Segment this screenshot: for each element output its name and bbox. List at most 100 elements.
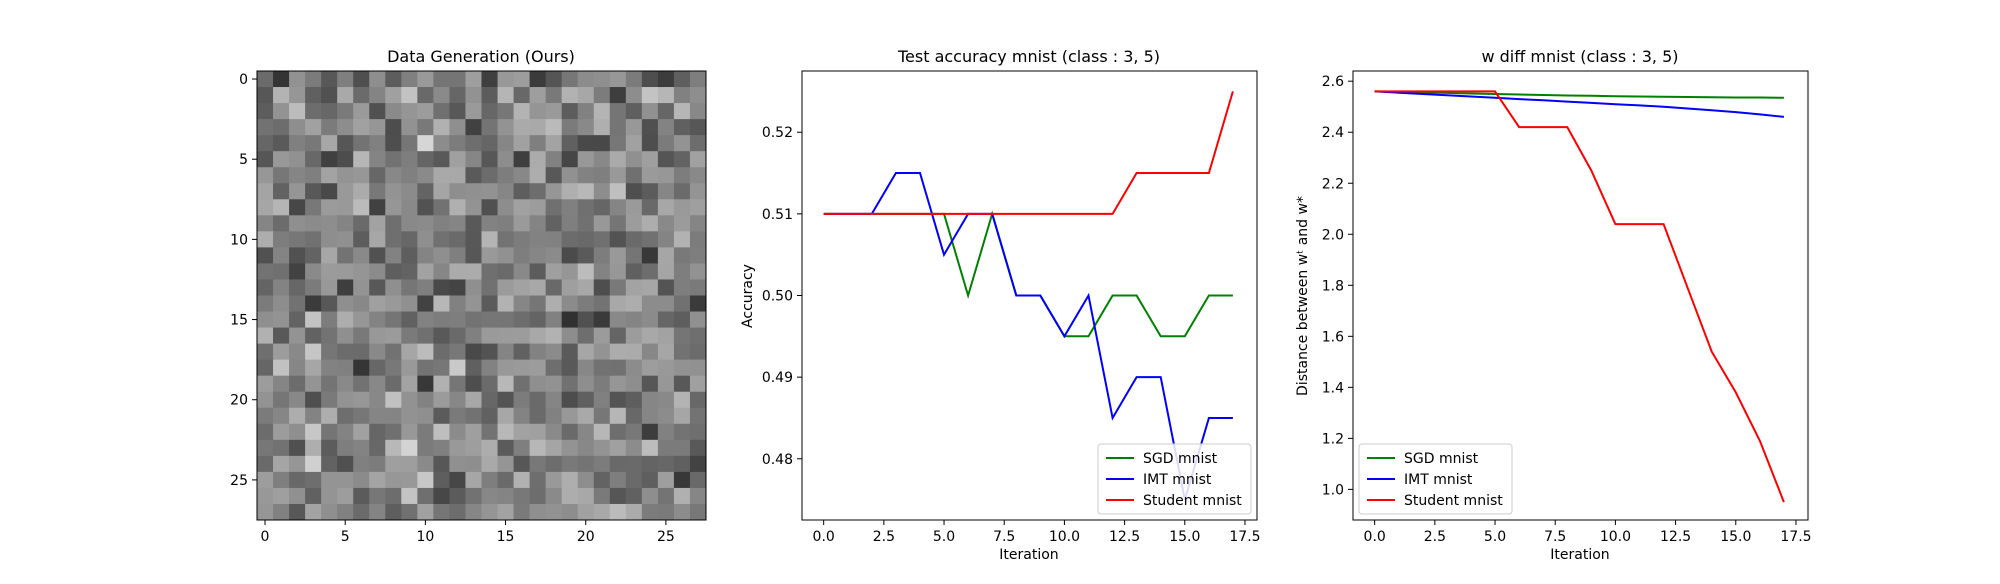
heatmap-cell xyxy=(369,439,386,457)
heatmap-cell xyxy=(353,423,370,441)
x-tick-label: 0 xyxy=(261,529,270,545)
heatmap-cell xyxy=(385,375,402,393)
heatmap-cell xyxy=(593,71,611,88)
heatmap-cell xyxy=(481,119,499,136)
heatmap-cell xyxy=(465,167,482,184)
x-tick-label: 0.0 xyxy=(1364,529,1386,545)
heatmap-cell xyxy=(641,199,659,216)
heatmap-cell xyxy=(561,439,579,457)
heatmap-cell xyxy=(481,439,499,457)
heatmap-cell xyxy=(273,503,290,521)
heatmap-cell xyxy=(577,343,595,361)
heatmap-cell xyxy=(417,391,434,409)
heatmap-cell xyxy=(657,375,675,393)
heatmap-cell xyxy=(497,279,515,296)
heatmap-cell xyxy=(321,471,338,489)
y-tick-label: 1.6 xyxy=(1322,329,1344,345)
heatmap-cell xyxy=(273,295,290,313)
heatmap-cell xyxy=(369,295,386,313)
heatmap-cell xyxy=(385,487,402,505)
heatmap-cell xyxy=(369,407,386,425)
heatmap-cell xyxy=(481,135,499,152)
heatmap-cell xyxy=(257,423,274,441)
heatmap-cell xyxy=(689,455,707,473)
x-tick-label: 5 xyxy=(341,529,350,545)
heatmap-cell xyxy=(257,471,274,489)
heatmap-cell xyxy=(337,311,354,329)
heatmap-cell xyxy=(481,199,499,216)
heatmap-cell xyxy=(273,231,290,248)
heatmap-cell xyxy=(561,87,579,104)
heatmap-cell xyxy=(545,407,563,425)
heatmap-cell xyxy=(513,231,531,248)
heatmap-cell xyxy=(545,263,563,280)
heatmap-cell xyxy=(673,311,691,329)
heatmap-cell xyxy=(529,103,547,120)
heatmap-cell xyxy=(673,103,691,120)
heatmap-cell xyxy=(321,71,338,88)
heatmap-cell xyxy=(641,87,659,104)
heatmap-cell xyxy=(273,119,290,136)
heatmap-cell xyxy=(337,215,354,232)
heatmap-cell xyxy=(337,343,354,361)
heatmap-cell xyxy=(513,455,531,473)
heatmap-cell xyxy=(513,167,531,184)
heatmap-cell xyxy=(305,119,322,136)
heatmap-cell xyxy=(577,487,595,505)
heatmap-cell xyxy=(353,87,370,104)
heatmap-cell xyxy=(497,263,515,280)
heatmap-cell xyxy=(417,167,434,184)
heatmap-cell xyxy=(689,103,707,120)
heatmap-cell xyxy=(609,119,627,136)
heatmap-cell xyxy=(369,375,386,393)
heatmap-cell xyxy=(577,199,595,216)
heatmap-cell xyxy=(305,167,322,184)
wdiff-legend: SGD mnist IMT mnist Student mnist xyxy=(1358,443,1513,515)
heatmap-cell xyxy=(593,87,611,104)
heatmap-cell xyxy=(497,167,515,184)
heatmap-cell xyxy=(257,343,274,361)
heatmap-cell xyxy=(625,375,643,393)
heatmap-cell xyxy=(273,343,290,361)
x-tick-label: 2.5 xyxy=(1424,529,1446,545)
heatmap-cell xyxy=(353,375,370,393)
heatmap-cell xyxy=(433,87,450,104)
heatmap-cell xyxy=(417,87,434,104)
heatmap-cell xyxy=(289,119,306,136)
heatmap-cell xyxy=(561,247,579,264)
heatmap-cell xyxy=(321,231,338,248)
heatmap-cell xyxy=(417,311,434,329)
heatmap-cell xyxy=(273,311,290,329)
heatmap-cell xyxy=(257,391,274,409)
heatmap-cell xyxy=(369,199,386,216)
y-tick-label: 25 xyxy=(230,473,248,489)
heatmap-cell xyxy=(433,439,450,457)
heatmap-cell xyxy=(481,151,499,168)
heatmap-cell xyxy=(641,407,659,425)
heatmap-cell xyxy=(465,503,482,521)
heatmap-cell xyxy=(673,135,691,152)
heatmap-cell xyxy=(321,487,338,505)
heatmap-cell xyxy=(609,375,627,393)
heatmap-cell xyxy=(257,231,274,248)
heatmap-cell xyxy=(369,119,386,136)
heatmap-cell xyxy=(609,311,627,329)
heatmap-cell xyxy=(321,375,338,393)
heatmap-cell xyxy=(257,199,274,216)
heatmap-cell xyxy=(337,183,354,200)
heatmap-cell xyxy=(353,487,370,505)
heatmap-cell xyxy=(417,327,434,345)
heatmap-cell xyxy=(481,391,499,409)
heatmap-cell xyxy=(449,103,466,120)
heatmap-cell xyxy=(401,311,418,329)
heatmap-cell xyxy=(337,439,354,457)
heatmap-cell xyxy=(545,503,563,521)
heatmap-cell xyxy=(529,87,547,104)
heatmap-cell xyxy=(353,103,370,120)
heatmap-cell xyxy=(561,359,579,377)
heatmap-cell xyxy=(529,407,547,425)
heatmap-cell xyxy=(273,151,290,168)
heatmap-cell xyxy=(337,279,354,296)
heatmap-cell xyxy=(497,359,515,377)
heatmap-cell xyxy=(497,407,515,425)
